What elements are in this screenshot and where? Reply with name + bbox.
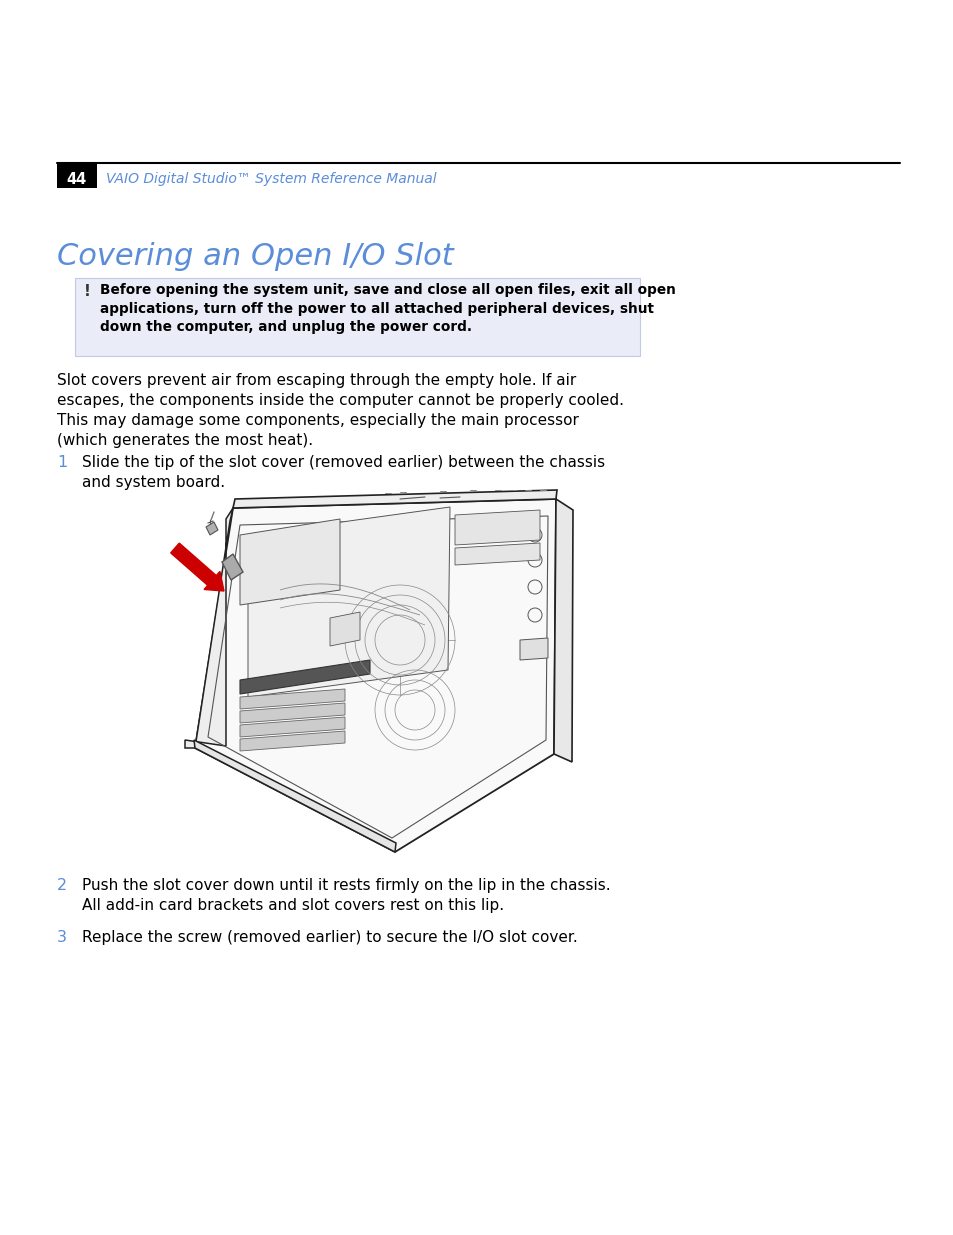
FancyBboxPatch shape [75,278,639,356]
Polygon shape [222,555,243,580]
Text: applications, turn off the power to all attached peripheral devices, shut: applications, turn off the power to all … [100,301,654,315]
Text: and system board.: and system board. [82,475,225,490]
Text: 44: 44 [67,172,87,186]
Text: Push the slot cover down until it rests firmly on the lip in the chassis.: Push the slot cover down until it rests … [82,878,610,893]
Text: 2: 2 [57,878,67,893]
Polygon shape [248,508,450,697]
Polygon shape [240,519,339,605]
Text: Slot covers prevent air from escaping through the empty hole. If air: Slot covers prevent air from escaping th… [57,373,576,388]
Polygon shape [193,740,395,852]
Polygon shape [455,543,539,564]
Polygon shape [240,689,345,709]
Text: Before opening the system unit, save and close all open files, exit all open: Before opening the system unit, save and… [100,283,675,296]
FancyBboxPatch shape [57,164,97,188]
Polygon shape [206,522,218,535]
Text: down the computer, and unplug the power cord.: down the computer, and unplug the power … [100,320,472,333]
Polygon shape [185,508,233,748]
Polygon shape [330,613,359,646]
Text: All add-in card brackets and slot covers rest on this lip.: All add-in card brackets and slot covers… [82,898,503,913]
Text: !: ! [84,284,91,299]
Polygon shape [240,659,370,694]
Polygon shape [455,510,539,545]
Polygon shape [240,718,345,737]
Text: VAIO Digital Studio™ System Reference Manual: VAIO Digital Studio™ System Reference Ma… [106,172,436,186]
FancyArrow shape [171,543,224,592]
Polygon shape [554,499,573,762]
Text: Replace the screw (removed earlier) to secure the I/O slot cover.: Replace the screw (removed earlier) to s… [82,930,578,945]
Polygon shape [519,638,547,659]
Text: Slide the tip of the slot cover (removed earlier) between the chassis: Slide the tip of the slot cover (removed… [82,454,604,471]
Text: Covering an Open I/O Slot: Covering an Open I/O Slot [57,242,454,270]
Text: escapes, the components inside the computer cannot be properly cooled.: escapes, the components inside the compu… [57,393,623,408]
Polygon shape [240,731,345,751]
Text: This may damage some components, especially the main processor: This may damage some components, especia… [57,412,578,429]
Polygon shape [240,703,345,722]
Text: 3: 3 [57,930,67,945]
Text: 1: 1 [57,454,67,471]
Text: (which generates the most heat).: (which generates the most heat). [57,433,313,448]
Polygon shape [194,499,556,852]
Polygon shape [233,490,557,508]
